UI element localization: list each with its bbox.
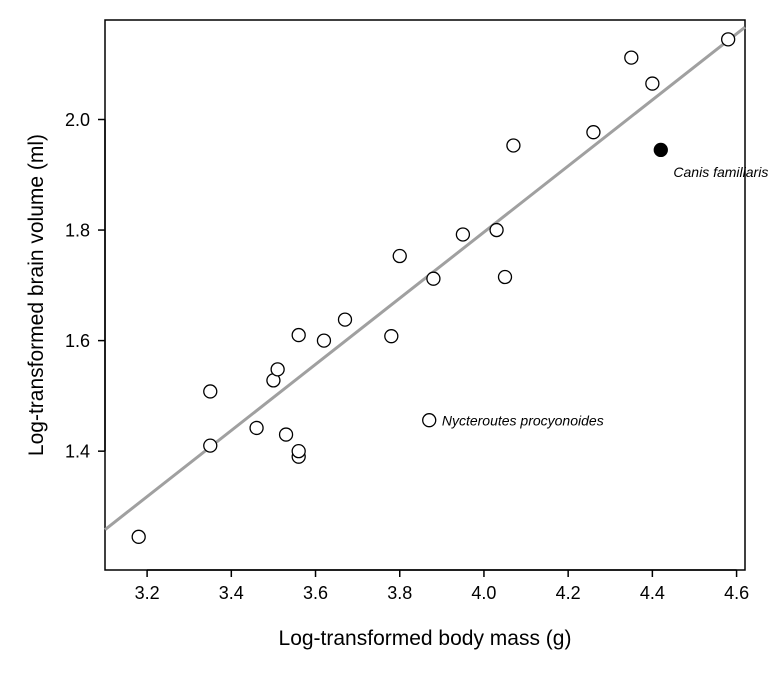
annotation-label: Canis familiaris [673, 164, 768, 180]
data-point [292, 445, 305, 458]
data-point [507, 139, 520, 152]
x-tick-label: 3.6 [303, 583, 328, 603]
data-point [280, 428, 293, 441]
data-point-highlight [654, 143, 667, 156]
x-tick-label: 3.4 [219, 583, 244, 603]
x-tick-label: 3.8 [387, 583, 412, 603]
data-point [250, 421, 263, 434]
y-tick-label: 1.8 [65, 220, 90, 240]
scatter-chart: 3.2 3.4 3.6 3.8 4.0 4.2 4.4 4.6 Log-transformed … [0, 0, 777, 686]
data-point [393, 250, 406, 263]
data-point [204, 439, 217, 452]
data-point [499, 271, 512, 284]
data-point [427, 272, 440, 285]
x-tick-label: 3.2 [135, 583, 160, 603]
x-tick-label: 4.4 [640, 583, 665, 603]
data-point [317, 334, 330, 347]
data-point [646, 77, 659, 90]
data-point [456, 228, 469, 241]
data-point [490, 224, 503, 237]
x-tick-label: 4.6 [724, 583, 749, 603]
y-tick-label: 1.4 [65, 441, 90, 461]
data-point [722, 33, 735, 46]
y-tick-label: 1.6 [65, 331, 90, 351]
data-point [587, 126, 600, 139]
data-point [132, 530, 145, 543]
y-tick-label: 2.0 [65, 110, 90, 130]
data-point [271, 363, 284, 376]
data-point [292, 329, 305, 342]
chart-container: 3.2 3.4 3.6 3.8 4.0 4.2 4.4 4.6 Log-transformed … [0, 0, 777, 686]
data-point [423, 414, 436, 427]
data-point [204, 385, 217, 398]
data-point [339, 313, 352, 326]
data-point [625, 51, 638, 64]
x-axis-label: Log-transformed body mass (g) [279, 627, 572, 650]
annotation-label: Nycteroutes procyonoides [442, 413, 604, 429]
data-point [385, 330, 398, 343]
x-tick-label: 4.0 [471, 583, 496, 603]
y-axis-label: Log-transformed brain volume (ml) [25, 134, 48, 456]
regression-line [105, 27, 745, 529]
x-tick-label: 4.2 [556, 583, 581, 603]
